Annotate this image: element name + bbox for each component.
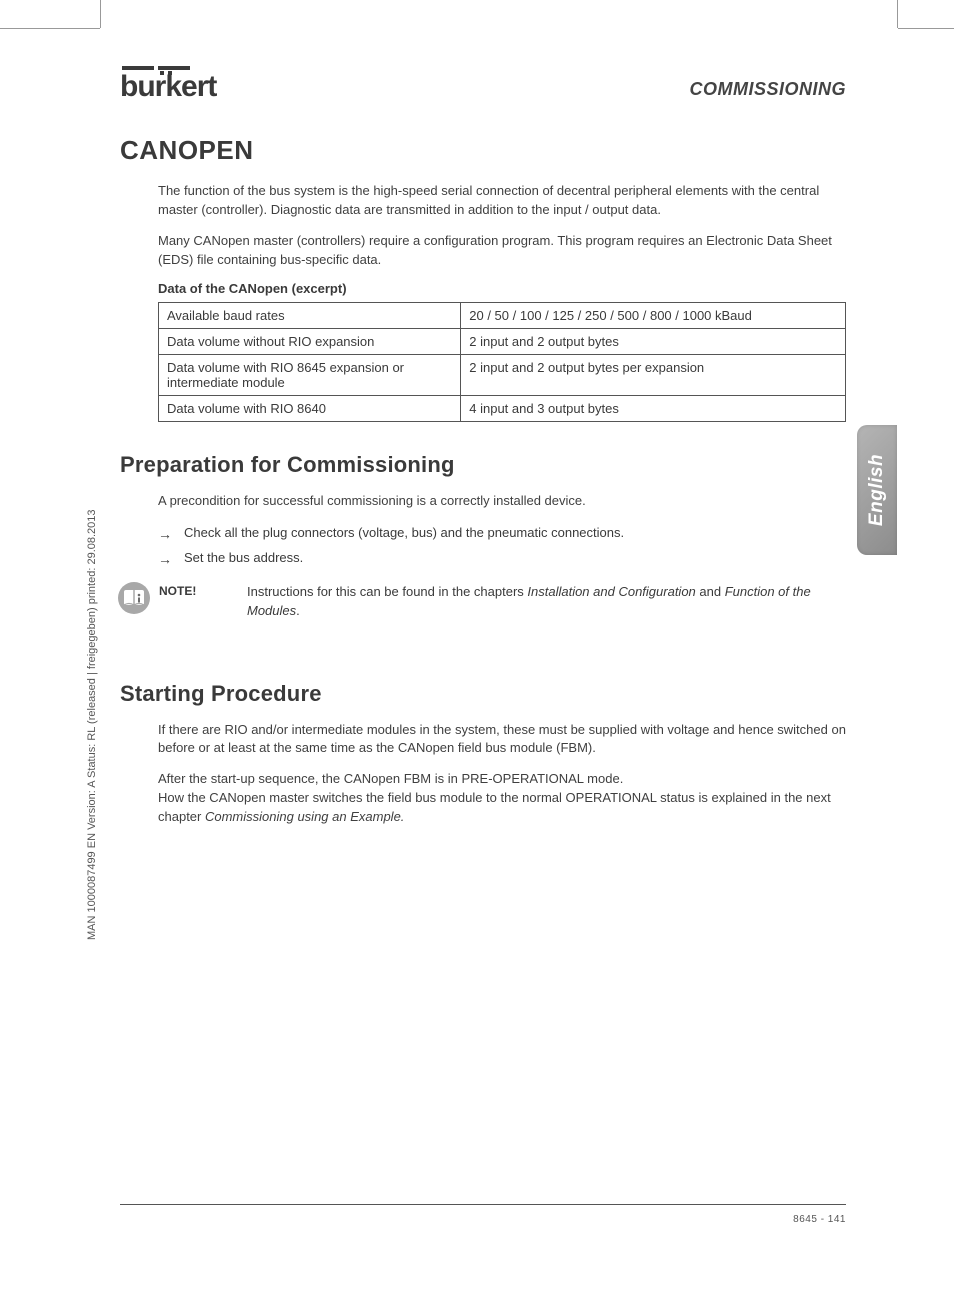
footer-page-number: 8645 - 141: [793, 1214, 846, 1225]
start-paragraph-2: After the start-up sequence, the CANopen…: [158, 770, 846, 827]
table-cell: Data volume with RIO 8645 expansion or i…: [159, 355, 461, 396]
prep-paragraph: A precondition for successful commission…: [158, 492, 846, 511]
note-text: Instructions for this can be found in th…: [247, 581, 846, 621]
note-text-ital1: Installation and Configuration: [527, 584, 695, 599]
bullet-item: Check all the plug connectors (voltage, …: [158, 523, 846, 544]
note-label: NOTE!: [159, 581, 239, 598]
note-text-mid: and: [696, 584, 725, 599]
section-label: COMMISSIONING: [689, 79, 846, 100]
table-row: Data volume with RIO 8645 expansion or i…: [159, 355, 846, 396]
table-cell: Available baud rates: [159, 303, 461, 329]
page-header: burkert COMMISSIONING: [120, 66, 846, 100]
page: MAN 1000087499 EN Version: A Status: RL …: [0, 0, 954, 1315]
crop-mark: [897, 0, 898, 28]
intro-paragraph-1: The function of the bus system is the hi…: [158, 182, 846, 220]
table-cell: 2 input and 2 output bytes per expansion: [461, 355, 846, 396]
start-p2b-ital: Commissioning using an Example.: [205, 809, 404, 824]
h2-preparation: Preparation for Commissioning: [120, 452, 846, 478]
content: CANOPEN The function of the bus system i…: [120, 135, 846, 839]
h2-starting: Starting Procedure: [120, 681, 846, 707]
table-row: Data volume with RIO 8640 4 input and 3 …: [159, 396, 846, 422]
note-block: NOTE! Instructions for this can be found…: [117, 581, 846, 621]
side-metadata: MAN 1000087499 EN Version: A Status: RL …: [86, 509, 98, 940]
logo-text: burkert: [120, 73, 216, 100]
table-cell: 2 input and 2 output bytes: [461, 329, 846, 355]
language-tab: English: [857, 425, 897, 555]
intro-paragraph-2: Many CANopen master (controllers) requir…: [158, 232, 846, 270]
burkert-logo: burkert: [120, 66, 216, 100]
table-cell: 4 input and 3 output bytes: [461, 396, 846, 422]
h1-canopen: CANOPEN: [120, 135, 846, 166]
note-text-pre: Instructions for this can be found in th…: [247, 584, 527, 599]
footer-rule: [120, 1204, 846, 1205]
start-paragraph-1: If there are RIO and/or intermediate mod…: [158, 721, 846, 759]
book-info-icon: [117, 581, 151, 620]
table-row: Data volume without RIO expansion 2 inpu…: [159, 329, 846, 355]
note-text-end: .: [296, 603, 300, 618]
language-tab-label: English: [866, 454, 888, 526]
table-row: Available baud rates 20 / 50 / 100 / 125…: [159, 303, 846, 329]
canopen-data-table: Available baud rates 20 / 50 / 100 / 125…: [158, 302, 846, 422]
prep-bullets: Check all the plug connectors (voltage, …: [158, 523, 846, 569]
table-title: Data of the CANopen (excerpt): [158, 281, 846, 296]
table-cell: Data volume with RIO 8640: [159, 396, 461, 422]
table-cell: 20 / 50 / 100 / 125 / 250 / 500 / 800 / …: [461, 303, 846, 329]
crop-mark: [100, 0, 101, 28]
crop-mark: [0, 28, 100, 29]
bullet-item: Set the bus address.: [158, 548, 846, 569]
start-p2a: After the start-up sequence, the CANopen…: [158, 771, 623, 786]
crop-mark: [898, 28, 954, 29]
table-cell: Data volume without RIO expansion: [159, 329, 461, 355]
